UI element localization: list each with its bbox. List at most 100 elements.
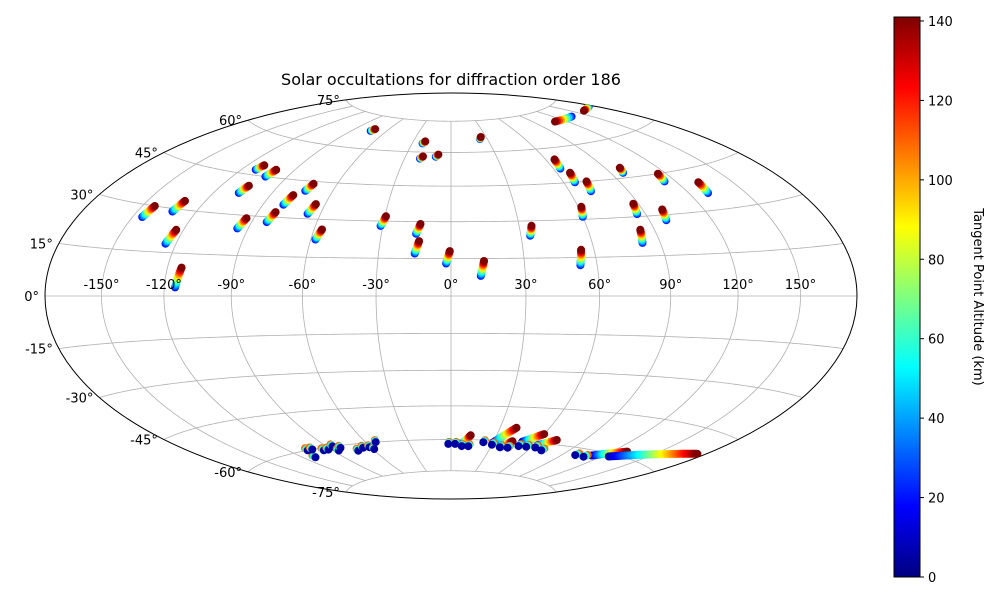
occultation-point <box>503 443 512 452</box>
occultation-point <box>289 191 298 200</box>
occultation-point <box>419 152 427 161</box>
colorbar-tick-label: 20 <box>928 492 945 507</box>
occultation-point <box>693 449 702 458</box>
latitude-tick-label: 60° <box>219 114 242 129</box>
longitude-gridline <box>302 118 404 474</box>
occultation-point <box>551 117 559 126</box>
longitude-tick-labels: -150° -120° -90° -60° -30° 0° 30° 60° 90° 120° 150… <box>83 278 816 293</box>
occultation-point <box>495 443 504 452</box>
longitude-gridline <box>536 111 739 481</box>
longitude-gridline <box>474 120 527 472</box>
colorbar-tick-label: 60 <box>928 333 945 348</box>
colorbar-tick-label: 80 <box>928 253 945 268</box>
latitude-tick-label: -30° <box>66 392 94 407</box>
scatter-points <box>138 102 712 462</box>
occultation-point <box>531 443 540 452</box>
colorbar-tick-label: 140 <box>928 15 953 30</box>
longitude-tick-label: 30° <box>514 278 537 293</box>
occultation-point <box>537 446 546 455</box>
latitude-tick-label: 45° <box>135 146 158 161</box>
occultation-point <box>150 202 159 210</box>
latitude-tick-label: -15° <box>25 343 53 358</box>
occultation-point <box>444 439 453 448</box>
occultation-point <box>579 106 588 115</box>
occultation-point <box>464 442 473 451</box>
colorbar-ticks: 0 20 40 60 80 100 120 140 <box>920 15 953 586</box>
occultation-point <box>308 445 317 454</box>
longitude-tick-label: 90° <box>659 278 682 293</box>
latitude-tick-label: -60° <box>214 466 242 481</box>
longitude-tick-label: 120° <box>722 278 753 293</box>
longitude-gridline <box>375 120 428 472</box>
longitude-tick-label: 60° <box>588 278 611 293</box>
occultation-point <box>260 161 269 170</box>
chart-title: Solar occultations for diffraction order… <box>281 70 621 89</box>
occultation-point <box>582 177 591 186</box>
occultation-point <box>272 165 281 174</box>
occultation-point <box>421 137 430 146</box>
longitude-gridline <box>230 115 383 477</box>
occultation-point <box>476 133 485 141</box>
latitude-tick-label: -45° <box>130 434 158 449</box>
occultation-point <box>451 439 460 448</box>
occultation-point <box>371 125 380 134</box>
occultation-point <box>416 220 425 228</box>
occultation-point <box>382 212 390 221</box>
occultation-point <box>579 452 588 461</box>
occultation-point <box>172 225 181 234</box>
longitude-gridline <box>498 118 600 474</box>
occultation-point <box>466 431 475 440</box>
colorbar-tick-label: 120 <box>928 94 953 109</box>
occultation-point <box>527 221 536 230</box>
colorbar-tick-label: 0 <box>928 571 936 586</box>
longitude-tick-label: -60° <box>289 278 317 293</box>
longitude-tick-label: -30° <box>362 278 390 293</box>
occultation-point <box>512 423 521 432</box>
longitude-gridline <box>163 111 366 481</box>
occultation-point <box>540 430 549 439</box>
longitude-gridline <box>519 115 672 477</box>
latitude-tick-labels: -75° -60° -45° -30° -15° 0° 15° 30° 45° 60° 75° <box>24 94 340 501</box>
occultation-point <box>694 178 703 187</box>
occultation-point <box>311 453 320 462</box>
occultation-point <box>552 436 561 444</box>
occultation-point <box>577 245 586 254</box>
occultation-point <box>371 438 380 447</box>
occultation-point <box>244 181 253 190</box>
occultation-point <box>487 440 496 449</box>
colorbar-tick-label: 40 <box>928 412 945 427</box>
occultation-point <box>577 202 586 211</box>
occultation-point <box>629 199 638 208</box>
occultation-point <box>434 150 443 159</box>
occultation-point <box>311 200 320 209</box>
longitude-tick-label: -120° <box>146 278 182 293</box>
occultation-point <box>177 263 186 272</box>
occultation-point <box>271 208 280 217</box>
occultation-point <box>242 214 251 223</box>
longitude-tick-label: 150° <box>785 278 816 293</box>
latitude-tick-label: -75° <box>312 486 340 501</box>
longitude-tick-label: -150° <box>83 278 119 293</box>
colorbar-label: Tangent Point Altitude (km) <box>970 207 985 385</box>
latitude-tick-label: 75° <box>317 94 340 109</box>
colorbar <box>893 16 921 578</box>
occultation-point <box>479 438 488 447</box>
occultation-point <box>309 179 318 188</box>
colorbar-tick-label: 100 <box>928 174 953 189</box>
longitude-tick-label: -90° <box>217 278 245 293</box>
graticule <box>45 99 857 493</box>
occultation-point <box>370 445 379 454</box>
occultation-point <box>636 225 645 234</box>
occultation-point <box>566 168 574 177</box>
occultation-point <box>336 443 345 452</box>
latitude-tick-label: 0° <box>24 290 39 305</box>
occultation-point <box>522 442 531 451</box>
occultation-point <box>658 205 667 214</box>
latitude-tick-label: 30° <box>70 189 93 204</box>
map-boundary <box>44 92 858 500</box>
occultation-point <box>480 257 488 265</box>
occultation-point <box>415 237 424 246</box>
occultation-point <box>615 163 624 172</box>
occultation-point <box>318 225 326 234</box>
